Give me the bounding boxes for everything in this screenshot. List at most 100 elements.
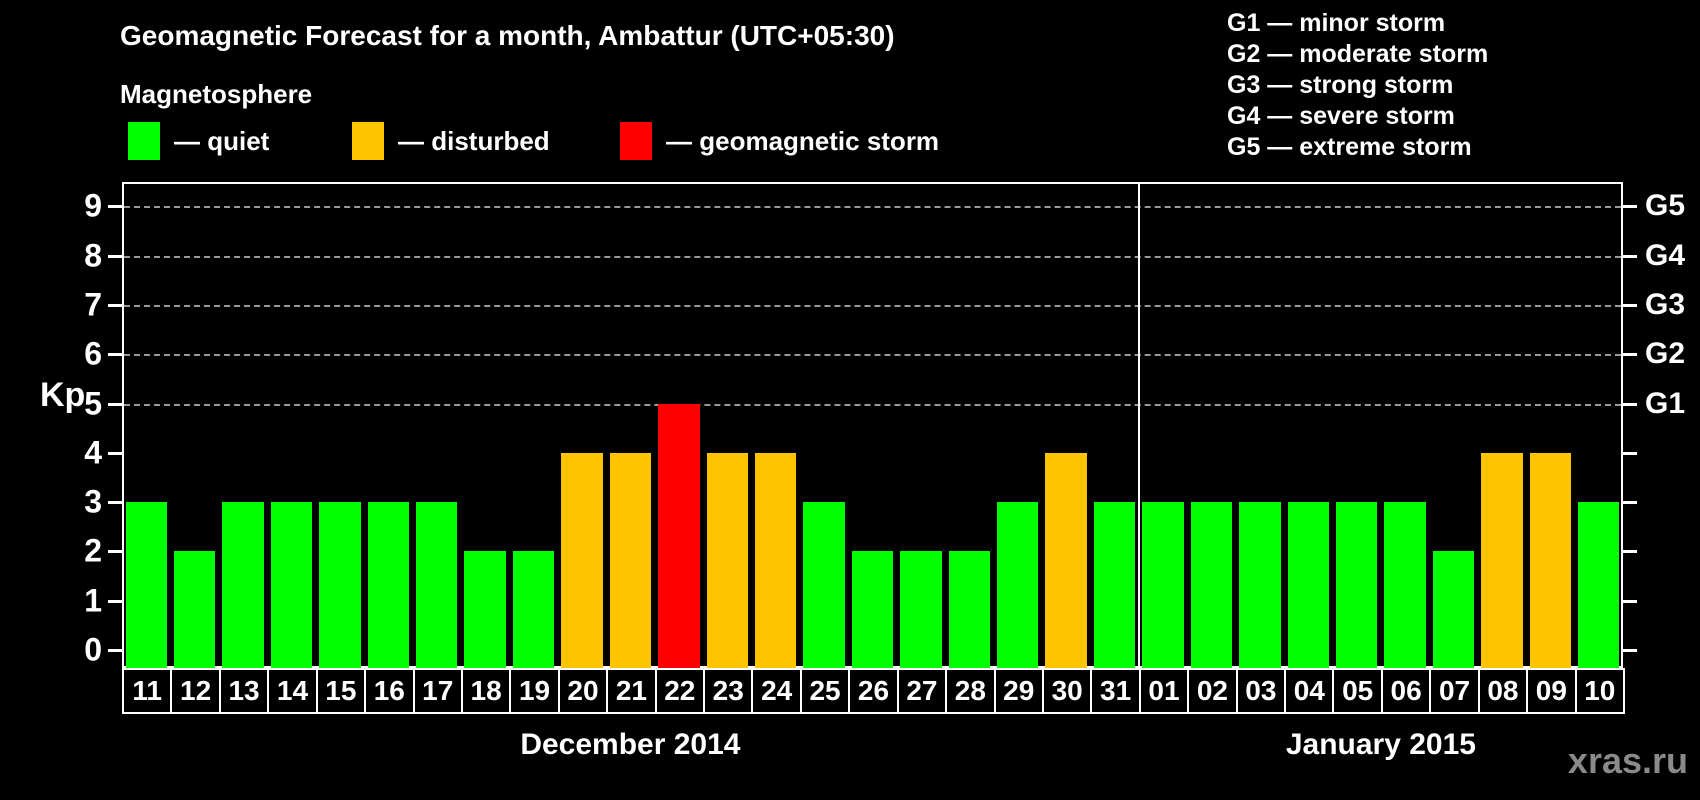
kp-bar-day-23 (706, 452, 748, 668)
kp-bar-day-28 (948, 551, 991, 668)
kp-bar-day-22 (658, 403, 700, 668)
legend-item-quiet: — quiet (128, 122, 269, 160)
date-label-box: 08 (1477, 668, 1529, 714)
kp-bar-day-25 (803, 502, 845, 668)
date-label-box: 10 (1574, 668, 1625, 714)
storm-scale-item-g2: G2 — moderate storm (1227, 40, 1489, 68)
date-label-box: 18 (460, 668, 512, 714)
y-tick-left (108, 303, 122, 307)
watermark: xras.ru (1567, 740, 1688, 781)
storm-color-swatch (620, 122, 652, 160)
kp-bar-day-04 (1287, 502, 1329, 668)
kp-bar-day-08 (1481, 452, 1523, 668)
kp-bar-day-26 (851, 551, 894, 668)
gridline-kp9 (124, 206, 1621, 209)
gridline-kp8 (124, 255, 1621, 258)
legend-item-storm: — geomagnetic storm (620, 122, 939, 160)
date-label-box: 29 (993, 668, 1044, 714)
y-tick-right (1623, 649, 1637, 652)
y-tick-label: 5 (84, 385, 102, 421)
kp-bar-day-06 (1384, 502, 1426, 668)
month-label: January 2015 (1285, 728, 1476, 761)
storm-scale-legend: G1 — minor storm G2 — moderate storm G3 … (1227, 8, 1488, 163)
y-tick-label: 3 (84, 483, 102, 520)
g-scale-axis-label: G1 (1645, 386, 1686, 420)
date-label-box: 19 (509, 668, 560, 714)
g-scale-axis-label: G5 (1645, 189, 1686, 223)
date-label-box: 14 (267, 668, 318, 714)
storm-scale-item-g4: G4 — severe storm (1227, 102, 1455, 130)
y-tick-label: 6 (84, 335, 102, 372)
y-tick-label: 2 (84, 532, 102, 569)
kp-bar-day-09 (1529, 452, 1572, 668)
kp-bar-day-18 (464, 551, 506, 668)
date-label-box: 17 (412, 668, 463, 714)
y-tick-right (1623, 451, 1637, 455)
date-label-box: 07 (1429, 668, 1480, 714)
storm-scale-item-g5: G5 — extreme storm (1227, 133, 1472, 161)
y-tick-label: 1 (84, 582, 102, 619)
kp-bar-day-14 (270, 502, 313, 668)
date-label-box: 09 (1526, 668, 1577, 714)
y-tick-label: 8 (84, 237, 102, 274)
y-tick-left (108, 550, 122, 554)
kp-bar-day-24 (754, 452, 797, 668)
date-label-box: 01 (1138, 668, 1190, 714)
kp-bar-day-27 (900, 551, 942, 668)
date-label-box: 25 (799, 668, 851, 714)
kp-bar-day-15 (319, 502, 361, 668)
date-label-box: 15 (315, 668, 367, 714)
kp-bar-day-17 (416, 502, 458, 668)
gridline-kp6 (124, 354, 1621, 357)
kp-bar-day-31 (1093, 502, 1136, 668)
date-label-box: 30 (1041, 668, 1093, 714)
month-divider (1137, 184, 1140, 670)
date-label-box: 04 (1284, 668, 1335, 714)
storm-scale-item-g3: G3 — strong storm (1227, 71, 1454, 99)
kp-bar-day-20 (561, 452, 603, 668)
g-scale-axis-label: G2 (1645, 337, 1686, 371)
date-label-box: 20 (557, 668, 609, 714)
y-tick-label: 0 (84, 631, 102, 668)
date-label-box: 16 (364, 668, 415, 714)
g-scale-axis-label: G4 (1645, 238, 1686, 272)
y-tick-label: 4 (84, 434, 102, 471)
plot-area (122, 182, 1623, 670)
date-label-box: 06 (1380, 668, 1432, 714)
kp-bar-day-29 (997, 502, 1039, 668)
date-label-box: 05 (1332, 668, 1383, 714)
kp-bar-day-02 (1190, 502, 1233, 668)
legend-label: — quiet (174, 125, 270, 156)
date-label-box: 22 (654, 668, 706, 714)
date-label-box: 12 (170, 668, 221, 714)
y-tick-right (1623, 550, 1637, 554)
kp-bar-day-19 (512, 551, 555, 668)
y-tick-left (108, 402, 122, 406)
gridline-kp7 (124, 304, 1621, 307)
kp-bar-day-10 (1578, 502, 1620, 668)
date-label-box: 21 (606, 668, 657, 714)
y-tick-label: 7 (84, 286, 102, 323)
kp-bar-day-05 (1335, 502, 1378, 668)
y-tick-left (108, 353, 122, 357)
y-tick-left (108, 205, 122, 209)
date-label-box: 26 (848, 668, 899, 714)
y-tick-left (108, 451, 122, 455)
y-tick-right (1623, 501, 1637, 505)
date-label-box: 27 (896, 668, 948, 714)
y-tick-left (108, 501, 122, 505)
storm-scale-item-g1: G1 — minor storm (1227, 9, 1446, 37)
y-tick-left (108, 254, 122, 258)
date-label-box: 03 (1235, 668, 1287, 714)
y-tick-left (108, 599, 122, 603)
date-label-box: 02 (1187, 668, 1238, 714)
gridline-kp5 (124, 403, 1621, 406)
magnetosphere-label: Magnetosphere (120, 79, 313, 109)
date-label-box: 28 (945, 668, 996, 714)
y-tick-label: 9 (84, 187, 102, 224)
magnetosphere-legend: — quiet — disturbed — geomagnetic storm (0, 122, 1100, 166)
y-tick-left (108, 649, 122, 652)
y-tick-right (1623, 303, 1637, 307)
kp-bar-day-07 (1432, 551, 1475, 668)
y-tick-right (1623, 353, 1637, 357)
